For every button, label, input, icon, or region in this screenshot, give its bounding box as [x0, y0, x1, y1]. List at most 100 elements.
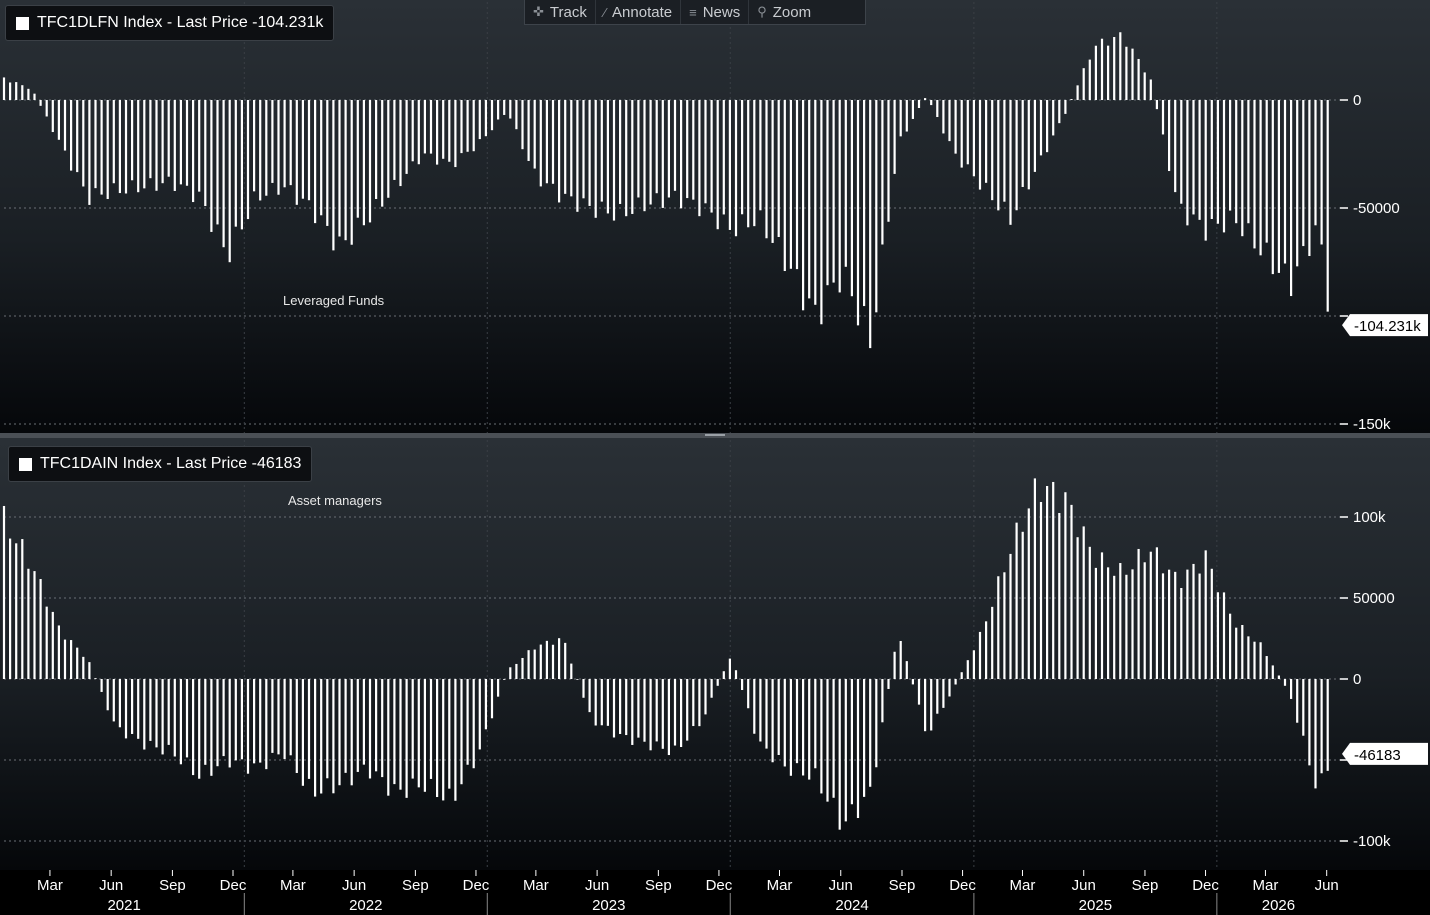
bar: [600, 100, 603, 202]
bar: [783, 679, 786, 767]
bar: [985, 621, 988, 679]
bar: [1131, 569, 1134, 679]
news-label: News: [702, 3, 741, 21]
bar: [1216, 592, 1219, 679]
bar: [741, 679, 744, 691]
x-year-label: 2023: [592, 897, 625, 914]
bar: [893, 651, 896, 679]
bar: [765, 100, 768, 239]
bar: [27, 88, 30, 100]
pencil-icon: ∕: [603, 4, 607, 20]
bar: [1064, 100, 1067, 114]
bar: [710, 100, 713, 213]
bar: [1107, 567, 1110, 679]
bar: [649, 100, 652, 205]
bar: [832, 679, 835, 798]
bar: [820, 100, 823, 325]
x-tick-label: Sep: [889, 877, 916, 894]
bar: [625, 679, 628, 736]
bar: [619, 100, 622, 204]
bar: [332, 679, 335, 794]
bar: [576, 679, 579, 680]
bar: [448, 100, 451, 162]
bar: [112, 100, 115, 184]
bar: [137, 100, 140, 193]
bar: [521, 100, 524, 150]
x-tick-label: Dec: [1192, 877, 1219, 894]
bar: [911, 100, 914, 119]
bar: [222, 679, 225, 757]
bar: [173, 100, 176, 191]
bar: [759, 100, 762, 211]
bar: [1253, 100, 1256, 249]
bar: [942, 100, 945, 134]
bar: [887, 679, 890, 689]
news-button[interactable]: ≡ News: [681, 0, 750, 24]
bar: [429, 100, 433, 154]
bar: [185, 100, 189, 186]
bar: [271, 100, 274, 183]
bar: [466, 679, 469, 765]
bar: [1326, 100, 1329, 312]
x-tick-label: Jun: [585, 877, 609, 894]
last-price-label: -46183: [1354, 747, 1401, 764]
bar: [1070, 504, 1073, 679]
bar: [631, 679, 634, 745]
x-tick-label: Mar: [1253, 877, 1279, 894]
x-tick-label: Dec: [463, 877, 490, 894]
last-price-flag: [1342, 742, 1428, 765]
bar: [759, 679, 762, 742]
bar: [314, 100, 317, 224]
bar: [539, 100, 542, 187]
bar: [1143, 72, 1146, 100]
bar: [972, 650, 975, 679]
bar: [606, 100, 609, 214]
bar: [57, 100, 60, 140]
bar: [350, 679, 353, 786]
bar: [118, 100, 121, 194]
bar: [1119, 32, 1122, 101]
annotate-button[interactable]: ∕ Annotate: [596, 0, 682, 24]
bar: [692, 100, 695, 200]
bar: [497, 100, 500, 120]
bar: [643, 679, 646, 742]
bar: [558, 638, 561, 679]
bar: [1235, 627, 1238, 679]
bar: [1149, 79, 1152, 100]
legend-top-label: TFC1DLFN Index - Last Price -104.231k: [37, 14, 324, 31]
bar: [1155, 547, 1158, 679]
bar: [612, 100, 616, 221]
bar: [978, 631, 982, 679]
y-tick-label: 0: [1353, 92, 1361, 109]
x-tick-label: Sep: [402, 877, 429, 894]
bar: [1296, 100, 1299, 267]
bar: [1192, 100, 1195, 215]
bar: [887, 100, 890, 222]
zoom-label: Zoom: [772, 3, 812, 21]
x-tick-label: Mar: [767, 877, 793, 894]
bar: [216, 100, 219, 225]
legend-bottom[interactable]: TFC1DAIN Index - Last Price -46183: [8, 446, 313, 482]
bar: [905, 661, 908, 679]
track-button[interactable]: ✜ Track: [525, 0, 596, 24]
bar: [637, 679, 640, 738]
bar: [466, 100, 469, 152]
divider-grip-icon[interactable]: [705, 434, 725, 436]
bar: [39, 579, 42, 679]
zoom-button[interactable]: ⚲ Zoom: [749, 0, 819, 24]
last-price-flag: [1342, 314, 1428, 337]
bar: [411, 100, 414, 162]
legend-top[interactable]: TFC1DLFN Index - Last Price -104.231k: [5, 5, 335, 41]
bar: [686, 100, 689, 199]
bar: [661, 679, 664, 749]
bar: [1235, 100, 1238, 224]
bar: [161, 679, 164, 755]
bar: [594, 100, 597, 218]
bar: [930, 100, 933, 106]
bar: [490, 679, 494, 719]
bar: [1168, 569, 1171, 679]
bar: [124, 679, 128, 739]
bar: [1210, 568, 1213, 679]
x-tick-label: Sep: [1132, 877, 1159, 894]
bar: [545, 640, 548, 679]
